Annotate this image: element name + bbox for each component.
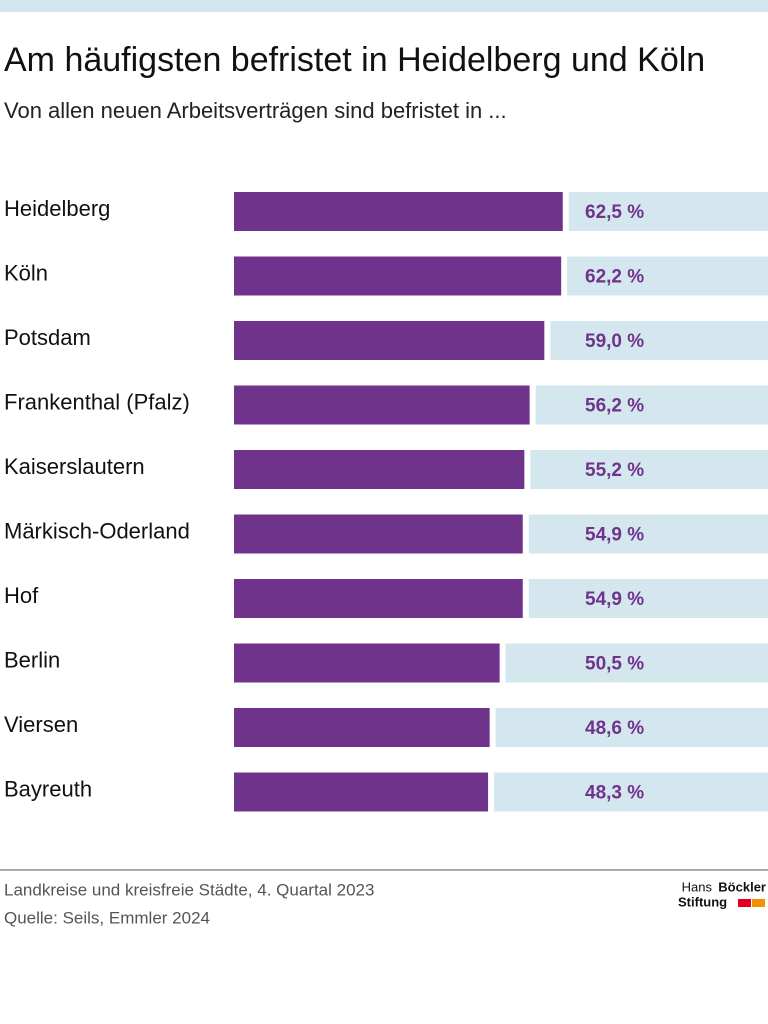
- logo-text: Stiftung: [678, 894, 727, 909]
- track: [528, 579, 768, 618]
- track: [530, 450, 768, 489]
- value-label: 48,3 %: [585, 783, 644, 804]
- value-label: 56,2 %: [585, 396, 644, 417]
- track: [567, 256, 768, 296]
- category-label: Hof: [4, 583, 39, 608]
- track: [550, 321, 768, 360]
- value-label: 48,6 %: [585, 718, 644, 739]
- category-label: Frankenthal (Pfalz): [4, 389, 190, 414]
- category-label: Viersen: [4, 712, 78, 737]
- track: [505, 643, 768, 683]
- track: [494, 772, 768, 812]
- category-label: Potsdam: [4, 325, 91, 350]
- top-band: [0, 0, 768, 12]
- bar: [234, 450, 525, 489]
- chart-subtitle: Von allen neuen Arbeitsverträgen sind be…: [4, 98, 507, 123]
- chart-title: Am häufigsten befristet in Heidelberg un…: [4, 41, 705, 79]
- bar: [234, 192, 563, 231]
- value-label: 62,2 %: [585, 267, 644, 288]
- bar: [234, 514, 523, 554]
- track: [535, 385, 768, 425]
- note: Quelle: Seils, Emmler 2024: [4, 908, 210, 927]
- track: [568, 192, 768, 231]
- bar: [234, 708, 490, 747]
- bar: [234, 385, 530, 425]
- bar: [234, 321, 545, 360]
- value-label: 55,2 %: [585, 460, 644, 481]
- bar: [234, 643, 500, 683]
- category-label: Köln: [4, 260, 48, 285]
- value-label: 54,9 %: [585, 589, 644, 610]
- track: [495, 708, 768, 747]
- value-label: 54,9 %: [585, 525, 644, 546]
- category-label: Kaiserslautern: [4, 454, 145, 479]
- category-label: Berlin: [4, 647, 60, 672]
- category-label: Heidelberg: [4, 196, 110, 221]
- note: Landkreise und kreisfreie Städte, 4. Qua…: [4, 880, 374, 899]
- logo-text: Hans: [682, 879, 713, 894]
- bar: [234, 579, 523, 618]
- logo-mark: [738, 899, 751, 907]
- track: [528, 514, 768, 554]
- bar: [234, 256, 562, 296]
- value-label: 59,0 %: [585, 331, 644, 352]
- category-label: Bayreuth: [4, 776, 92, 801]
- logo-mark: [752, 899, 765, 907]
- logo-text: Böckler: [718, 879, 766, 894]
- category-label: Märkisch-Oderland: [4, 518, 190, 543]
- bar: [234, 772, 489, 812]
- value-label: 62,5 %: [585, 202, 644, 223]
- value-label: 50,5 %: [585, 654, 644, 675]
